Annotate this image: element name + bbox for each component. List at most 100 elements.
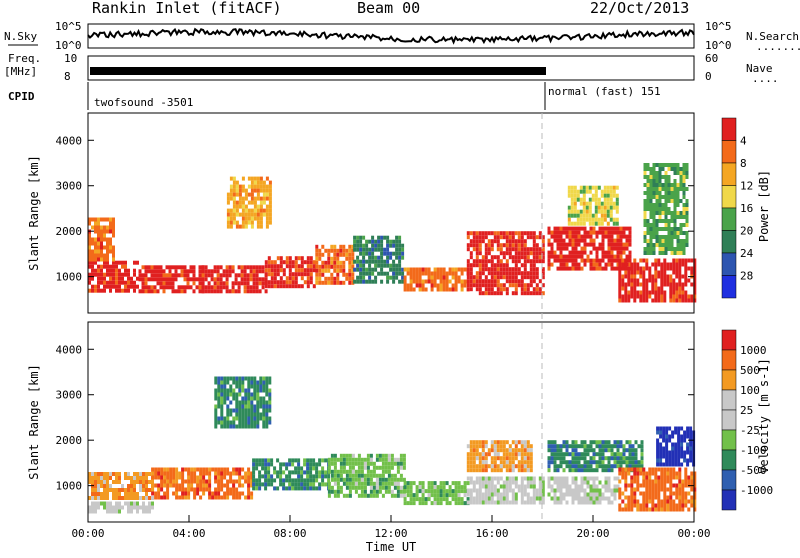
heat-cell	[520, 275, 524, 280]
heat-cell	[481, 460, 485, 465]
heat-cell	[259, 196, 263, 201]
heat-cell	[580, 488, 584, 493]
heat-cell	[190, 487, 194, 492]
heat-cell	[559, 464, 563, 469]
heat-cell	[616, 460, 620, 465]
heat-cell	[198, 281, 202, 286]
heat-cell	[502, 267, 506, 272]
heat-cell	[481, 279, 485, 284]
heat-cell	[607, 484, 611, 489]
heat-cell	[520, 448, 524, 453]
heat-cell	[226, 396, 230, 401]
heat-cell	[220, 495, 224, 500]
heat-cell	[652, 175, 656, 179]
heat-cell	[493, 291, 497, 296]
heat-cell	[595, 440, 599, 445]
heat-cell	[112, 492, 115, 496]
heat-cell	[574, 488, 578, 493]
heat-cell	[520, 247, 524, 252]
heat-cell	[585, 217, 589, 222]
heat-cell	[112, 488, 115, 492]
heat-cell	[693, 270, 697, 275]
heat-cell	[226, 224, 230, 229]
heat-cell	[183, 289, 187, 294]
heat-cell	[523, 275, 527, 280]
heat-cell	[166, 495, 170, 500]
heat-cell	[619, 258, 623, 263]
heat-cell	[664, 211, 668, 215]
heat-cell	[309, 256, 313, 261]
heat-cell	[556, 464, 560, 469]
heat-cell	[511, 468, 515, 473]
heat-cell	[592, 484, 596, 489]
heat-cell	[673, 203, 677, 207]
heat-cell	[689, 426, 693, 431]
heat-cell	[168, 277, 172, 282]
heat-cell	[532, 488, 536, 493]
heat-cell	[217, 487, 221, 492]
nave-tick-top: 60	[705, 52, 718, 65]
heat-cell	[577, 468, 581, 473]
heat-cell	[508, 460, 512, 465]
heat-cell	[583, 456, 587, 461]
heat-cell	[594, 185, 598, 190]
heat-cell	[157, 495, 161, 500]
heat-cell	[490, 287, 494, 292]
heat-cell	[606, 221, 610, 226]
heat-cell	[94, 253, 97, 258]
heat-cell	[639, 270, 643, 275]
heat-cell	[265, 384, 269, 389]
heat-cell	[97, 484, 100, 488]
heat-cell	[553, 480, 557, 485]
heat-cell	[229, 487, 233, 492]
heat-cell	[207, 273, 211, 278]
heat-cell	[570, 221, 574, 226]
heat-cell	[586, 452, 590, 457]
heat-cell	[333, 276, 337, 281]
heat-cell	[523, 460, 527, 465]
heat-cell	[622, 250, 626, 255]
heat-cell	[124, 260, 127, 265]
heat-cell	[97, 253, 100, 258]
heat-cell	[693, 278, 697, 283]
heat-cell	[415, 493, 419, 498]
heat-cell	[592, 242, 596, 247]
heat-cell	[586, 500, 590, 505]
heat-cell	[677, 426, 681, 431]
heat-cell	[207, 281, 211, 286]
heat-cell	[520, 496, 524, 501]
heat-cell	[514, 247, 518, 252]
heat-cell	[683, 450, 687, 455]
heat-cell	[356, 255, 360, 260]
heat-cell	[565, 234, 569, 239]
heat-cell	[463, 279, 467, 284]
heat-cell	[436, 489, 440, 494]
heat-cell	[255, 486, 259, 491]
heat-cell	[669, 507, 673, 512]
heat-cell	[389, 267, 393, 272]
heat-cell	[448, 489, 452, 494]
heat-cell	[106, 505, 109, 510]
heat-cell	[264, 466, 268, 471]
heat-cell	[424, 267, 428, 272]
heat-cell	[362, 263, 366, 268]
heat-cell	[192, 265, 196, 270]
heat-cell	[259, 376, 263, 381]
heat-cell	[667, 163, 671, 167]
heat-cell	[226, 208, 230, 213]
colorbar-segment	[721, 469, 737, 491]
heat-cell	[523, 263, 527, 268]
heat-cell	[646, 187, 650, 191]
heat-cell	[258, 281, 262, 286]
heat-cell	[664, 223, 668, 227]
heat-cell	[380, 251, 384, 256]
heat-cell	[427, 267, 431, 272]
heat-cell	[523, 484, 527, 489]
heat-cell	[384, 485, 388, 490]
heat-cell	[412, 287, 416, 292]
heat-cell	[618, 278, 622, 283]
heat-cell	[559, 262, 563, 267]
heat-cell	[675, 270, 679, 275]
heat-cell	[327, 457, 331, 462]
